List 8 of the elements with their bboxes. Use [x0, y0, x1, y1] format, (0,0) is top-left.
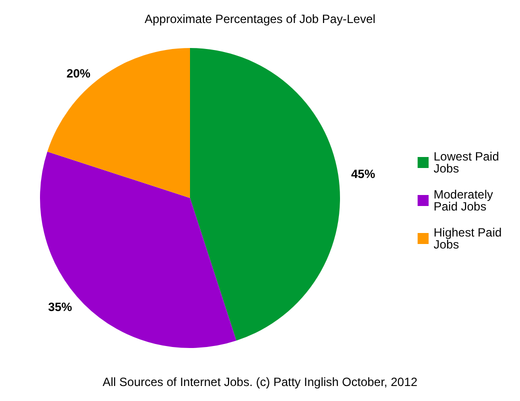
text: All Sources of Internet Jobs. (c) Patty Inglish October, 2012 — [102, 375, 418, 389]
chart-title: Approximate Percentages of Job Pay-Level — [144, 12, 376, 26]
data-label: 35% — [48, 300, 72, 314]
legend-label: Moderately Paid Jobs — [434, 188, 496, 214]
data-label: 45% — [351, 166, 376, 181]
legend-label: Lowest Paid Jobs — [434, 150, 502, 176]
data-label: 20% — [66, 66, 91, 80]
legend-label: Highest Paid Jobs — [434, 226, 505, 252]
